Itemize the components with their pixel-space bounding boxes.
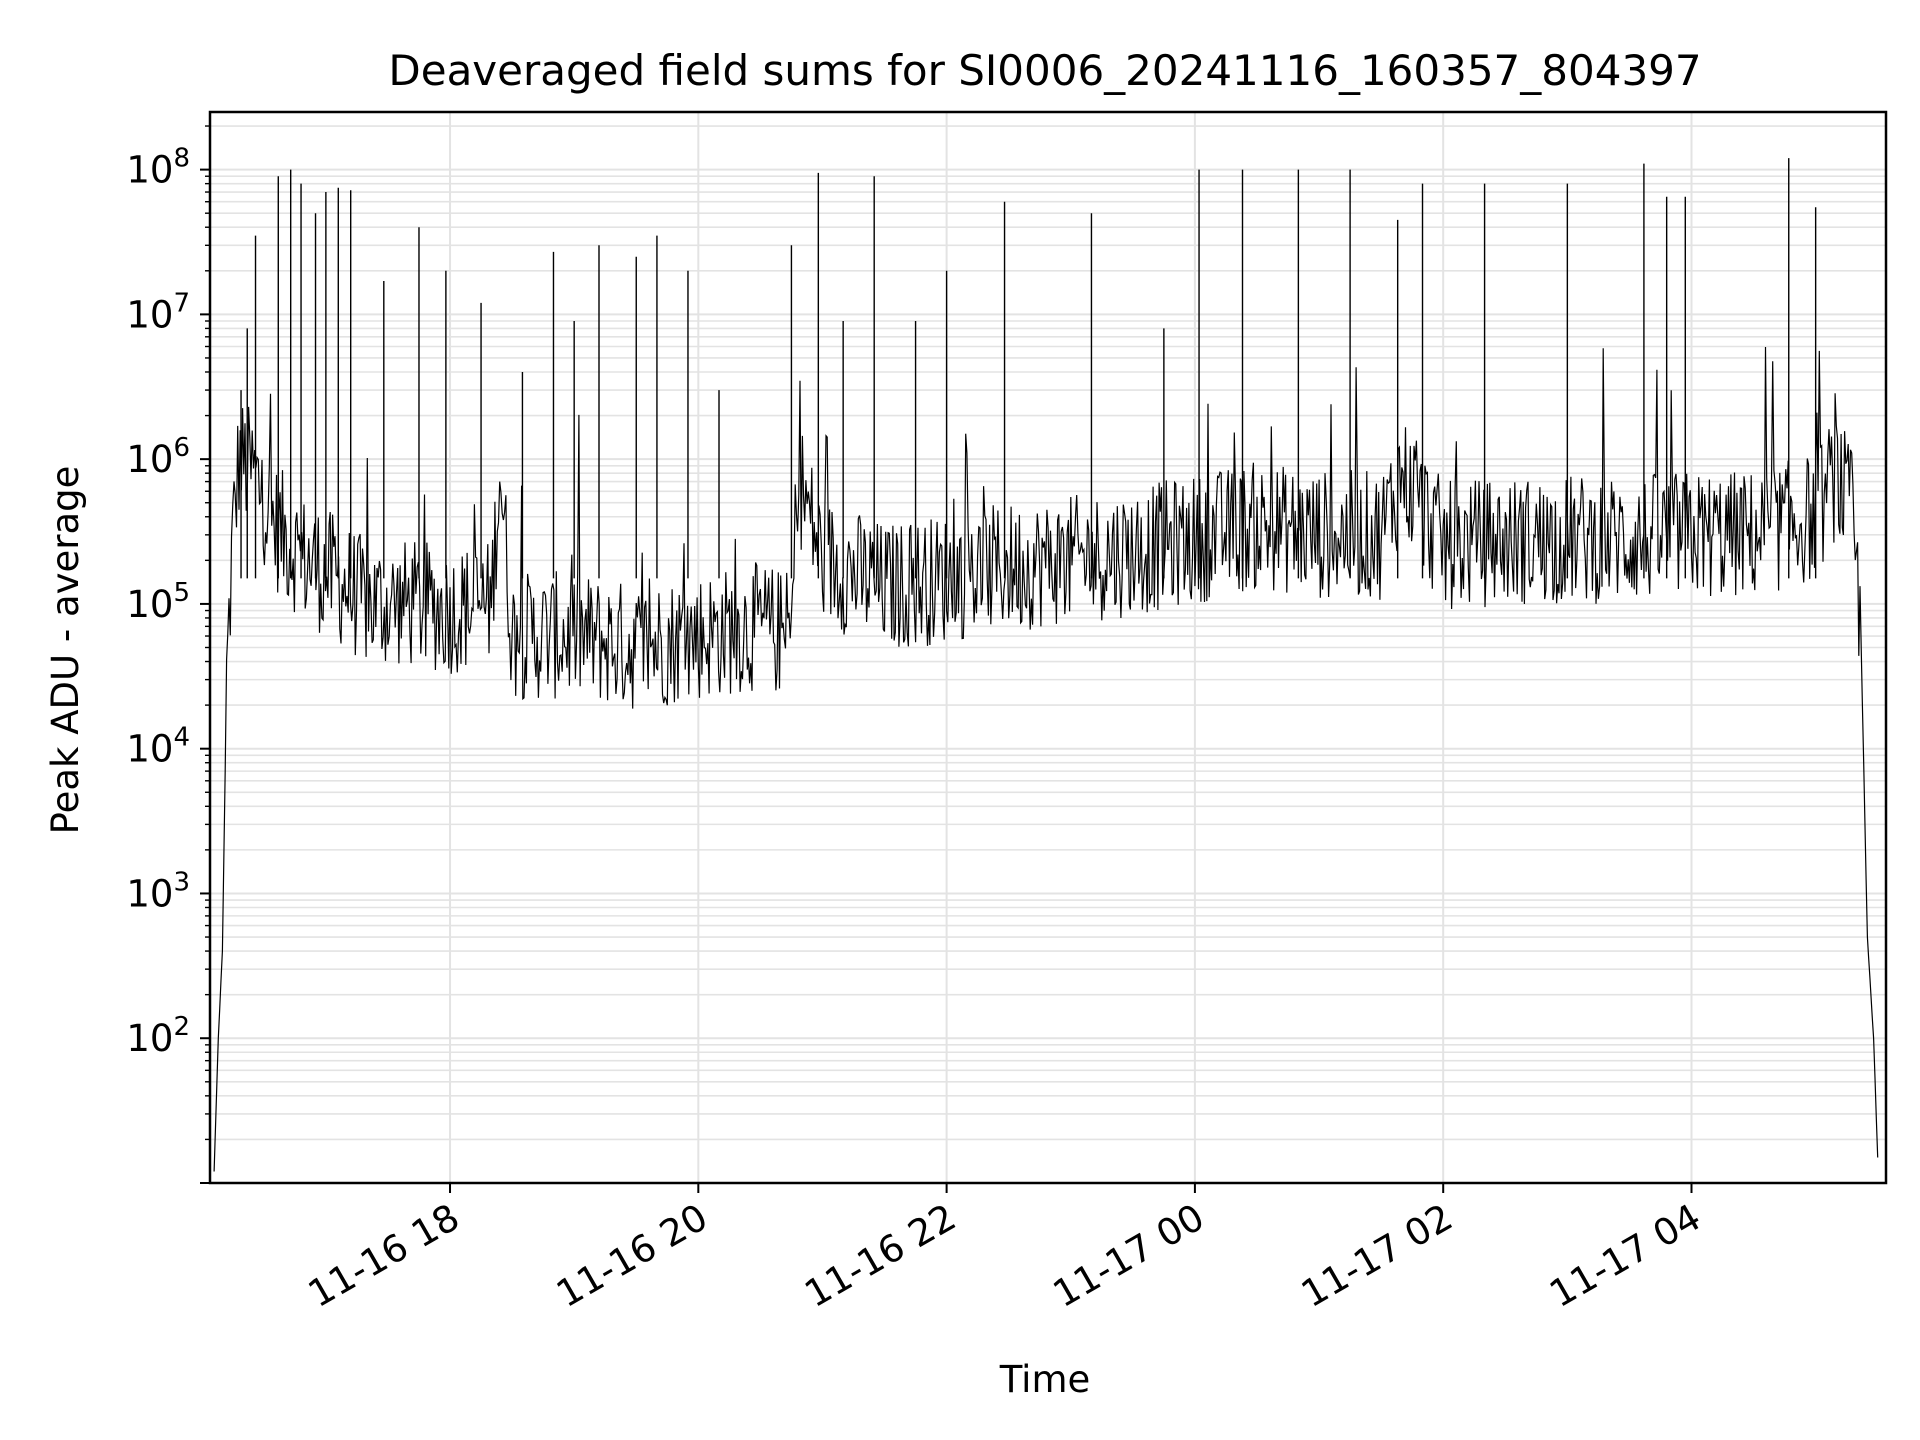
y-tick-label: 102 [126, 1012, 190, 1060]
x-tick-label: 11-16 20 [549, 1196, 715, 1316]
y-tick-label: 103 [126, 867, 190, 915]
x-tick-label: 11-16 18 [301, 1196, 467, 1316]
y-tick-label: 107 [126, 288, 190, 336]
x-tick-label: 11-17 02 [1294, 1196, 1460, 1316]
y-tick-label: 106 [126, 433, 190, 481]
chart-title: Deaveraged field sums for SI0006_2024111… [388, 46, 1701, 95]
series-line [213, 346, 1879, 1172]
x-tick-label: 11-17 00 [1046, 1196, 1212, 1316]
x-tick-label: 11-16 22 [798, 1196, 964, 1316]
x-tick-label: 11-17 04 [1542, 1196, 1708, 1316]
series-layer [213, 158, 1879, 1172]
y-tick-label: 108 [126, 144, 190, 192]
y-tick-label: 105 [126, 578, 190, 626]
y-tick-label: 104 [126, 723, 190, 771]
x-axis-label: Time [999, 1358, 1091, 1401]
y-axis-label: Peak ADU - average [44, 466, 87, 835]
tick-layer: 102 103 104 105 106 107 108 11-16 18 11-16 20 11-… [126, 125, 1708, 1316]
